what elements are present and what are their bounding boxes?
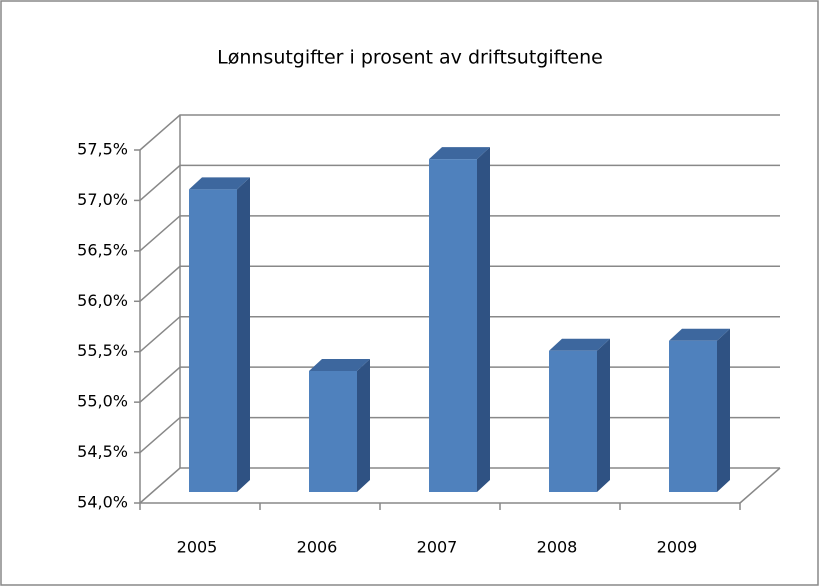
bar [309,358,370,492]
x-tick-label: 2005 [177,538,218,557]
y-tick-label: 57,0% [77,190,128,209]
bar-top [309,358,370,371]
bar-front [189,189,237,492]
bar-side [717,328,730,492]
grid-line [139,164,780,201]
bar-front [429,159,477,492]
bar [549,338,610,492]
y-tick-label: 54,0% [77,493,128,512]
y-tick-label: 56,5% [77,240,128,259]
bar-front [309,370,357,492]
bar-top [669,328,730,341]
floor-side [739,467,781,504]
x-tick-label: 2009 [657,538,698,557]
bar-top [549,338,610,351]
grid-line [139,265,780,302]
grid-line [139,215,780,252]
bar-top [189,177,250,190]
bar-front [669,340,717,492]
bar-side [477,147,490,492]
bar-front [549,350,597,492]
bar-side [357,358,370,492]
y-tick-label: 55,0% [77,392,128,411]
grid-line [139,114,780,151]
x-tick-label: 2008 [537,538,578,557]
chart-title: Lønnsutgifter i prosent av driftsutgifte… [217,47,603,69]
bar [429,147,490,492]
y-tick-label: 55,5% [77,341,128,360]
bar-top [429,147,490,160]
y-tick-label: 54,5% [77,442,128,461]
bar-side [597,338,610,492]
x-tick-label: 2006 [297,538,338,557]
x-tick-label: 2007 [417,538,458,557]
grid-line [139,315,780,353]
y-tick-label: 57,5% [77,140,128,159]
bar [189,177,250,492]
bar-side [237,177,250,492]
y-tick-label: 56,0% [77,291,128,310]
bar [669,328,730,492]
